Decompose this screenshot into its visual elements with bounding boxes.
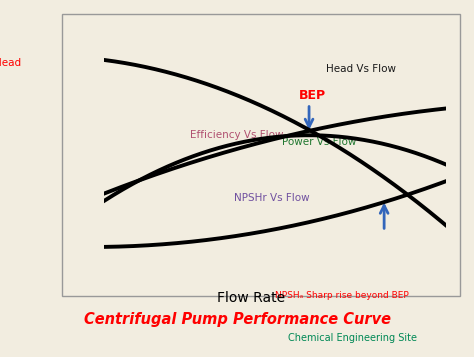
- Text: Flow Rate: Flow Rate: [217, 291, 285, 305]
- Text: Efficiency Vs Flow: Efficiency Vs Flow: [190, 130, 283, 140]
- Text: Centrifugal Pump Performance Curve: Centrifugal Pump Performance Curve: [83, 312, 391, 327]
- Text: NPSHₐ Sharp rise beyond BEP: NPSHₐ Sharp rise beyond BEP: [275, 291, 409, 300]
- Text: Head Vs Flow: Head Vs Flow: [326, 64, 396, 74]
- Text: Chemical Engineering Site: Chemical Engineering Site: [288, 333, 417, 343]
- Text: BEP: BEP: [299, 89, 326, 102]
- Text: Power Vs Flow: Power Vs Flow: [282, 137, 356, 147]
- Text: NPSHr Vs Flow: NPSHr Vs Flow: [234, 193, 310, 203]
- Text: Shut
Off Head: Shut Off Head: [0, 47, 21, 68]
